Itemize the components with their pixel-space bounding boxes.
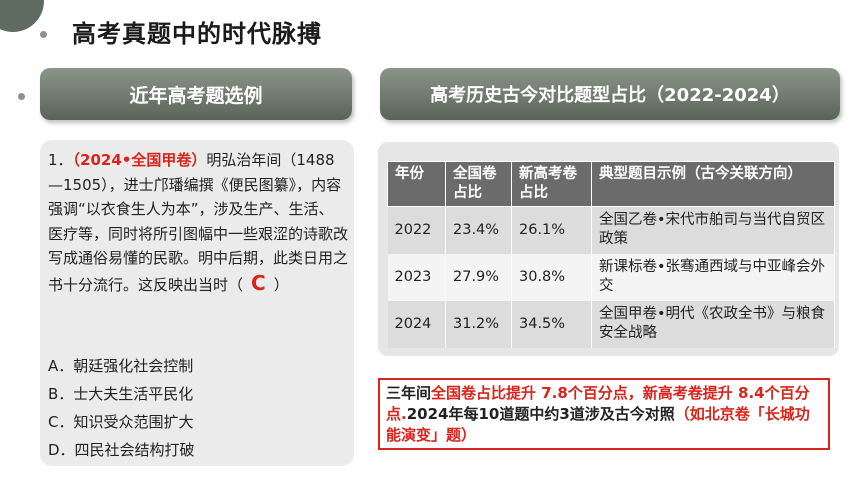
question-text: 1．（2024•全国甲卷）明弘治年间（1488—1505），进士邝璠编撰《便民图…	[48, 148, 348, 297]
question-answer: C	[251, 270, 266, 295]
question-panel	[40, 140, 354, 466]
corner-decoration	[0, 0, 44, 32]
option-a: A．朝廷强化社会控制	[48, 357, 194, 375]
summary-part-3: 2024年每10道题中约3道涉及古今对照	[406, 405, 675, 423]
cell-year: 2023	[387, 253, 446, 301]
summary-box: 三年间全国卷占比提升 7.8个百分点，新高考卷提升 8.4个百分点.2024年每…	[378, 378, 830, 450]
cell-national: 27.9%	[445, 253, 512, 301]
cell-year: 2024	[387, 300, 446, 348]
cell-year: 2022	[387, 206, 446, 254]
question-options: A．朝廷强化社会控制 B．士大夫生活平民化 C．知识受众范围扩大 D．四民社会结…	[48, 352, 195, 464]
question-stem: 明弘治年间（1488—1505），进士邝璠编撰《便民图纂》，内容强调“以衣食生人…	[48, 151, 349, 294]
cell-new-gaokao: 34.5%	[511, 300, 592, 348]
header-example: 典型题目示例（古今关联方向）	[591, 161, 835, 207]
cell-example: 全国乙卷•宋代市舶司与当代自贸区政策	[591, 206, 835, 254]
cell-example: 新课标卷•张骞通西域与中亚峰会外交	[591, 253, 835, 301]
left-section-header: 近年高考题选例	[40, 68, 352, 120]
page-title: 高考真题中的时代脉搏	[72, 20, 322, 48]
title-bullet-dot	[40, 31, 47, 38]
header-new-gaokao: 新高考卷占比	[511, 161, 592, 207]
question-number: 1．	[48, 151, 73, 169]
table-row: 2022 23.4% 26.1% 全国乙卷•宋代市舶司与当代自贸区政策	[387, 206, 835, 254]
question-source: （2024•全国甲卷）	[72, 151, 207, 169]
right-section-header: 高考历史古今对比题型占比（2022-2024）	[380, 68, 840, 120]
option-b: B．士大夫生活平民化	[48, 385, 194, 403]
cell-national: 31.2%	[445, 300, 512, 348]
summary-part-4: （如北京卷「长城功能演变」题）	[386, 405, 810, 444]
question-stem-end: ）	[273, 275, 289, 294]
table-row: 2023 27.9% 30.8% 新课标卷•张骞通西域与中亚峰会外交	[387, 253, 835, 301]
summary-part-2: 全国卷占比提升 7.8个百分点，新高考卷提升 8.4个百分点.	[386, 384, 810, 423]
cell-national: 23.4%	[445, 206, 512, 254]
ratio-table: 年份 全国卷占比 新高考卷占比 典型题目示例（古今关联方向） 2022 23.4…	[387, 161, 835, 348]
cell-new-gaokao: 30.8%	[511, 253, 592, 301]
table-row: 2024 31.2% 34.5% 全国甲卷•明代《农政全书》与粮食安全战略	[387, 300, 835, 348]
option-d: D．四民社会结构打破	[48, 441, 195, 459]
option-c: C．知识受众范围扩大	[48, 413, 194, 431]
cell-new-gaokao: 26.1%	[511, 206, 592, 254]
summary-part-1: 三年间	[386, 384, 432, 402]
header-year: 年份	[387, 161, 446, 207]
table-header-row: 年份 全国卷占比 新高考卷占比 典型题目示例（古今关联方向）	[387, 161, 835, 207]
left-bullet-dot	[18, 93, 25, 100]
cell-example: 全国甲卷•明代《农政全书》与粮食安全战略	[591, 300, 835, 348]
header-national: 全国卷占比	[445, 161, 512, 207]
